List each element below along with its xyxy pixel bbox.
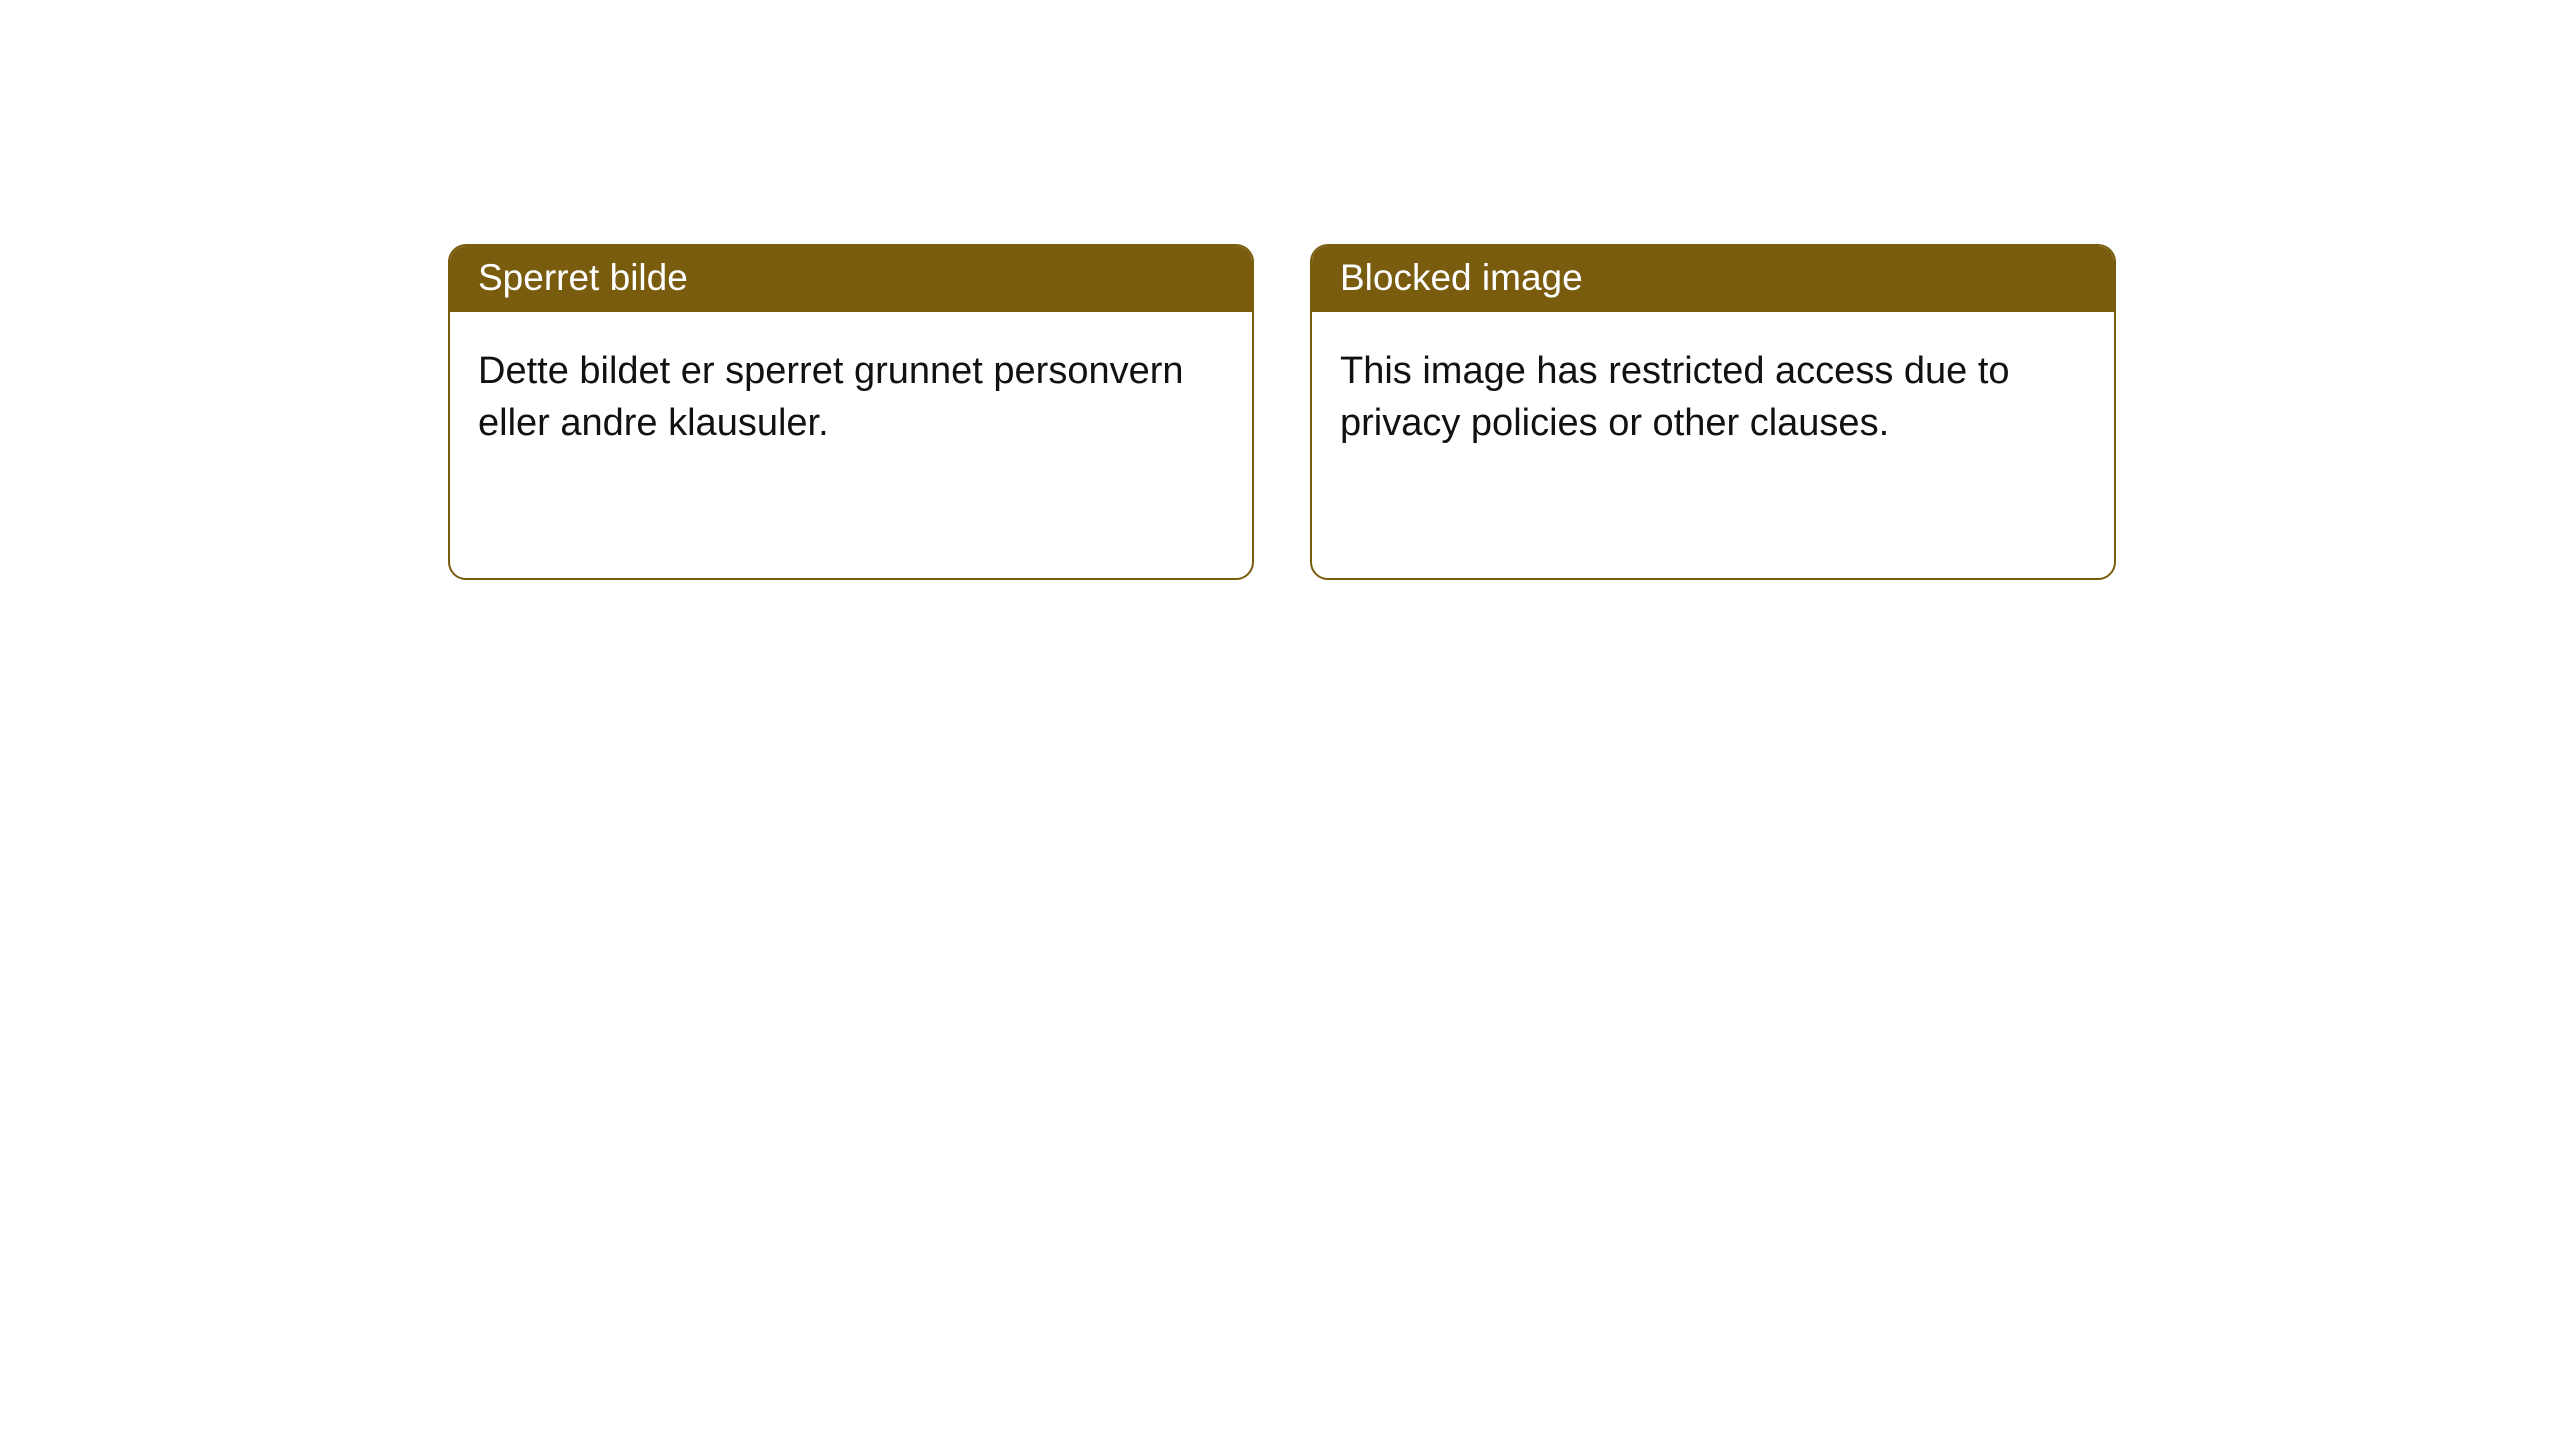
notice-container: Sperret bilde Dette bildet er sperret gr… bbox=[0, 0, 2560, 580]
blocked-image-card-english: Blocked image This image has restricted … bbox=[1310, 244, 2116, 580]
card-title: Sperret bilde bbox=[450, 246, 1252, 312]
blocked-image-card-norwegian: Sperret bilde Dette bildet er sperret gr… bbox=[448, 244, 1254, 580]
card-body-text: Dette bildet er sperret grunnet personve… bbox=[450, 312, 1252, 477]
card-title: Blocked image bbox=[1312, 246, 2114, 312]
card-body-text: This image has restricted access due to … bbox=[1312, 312, 2114, 477]
